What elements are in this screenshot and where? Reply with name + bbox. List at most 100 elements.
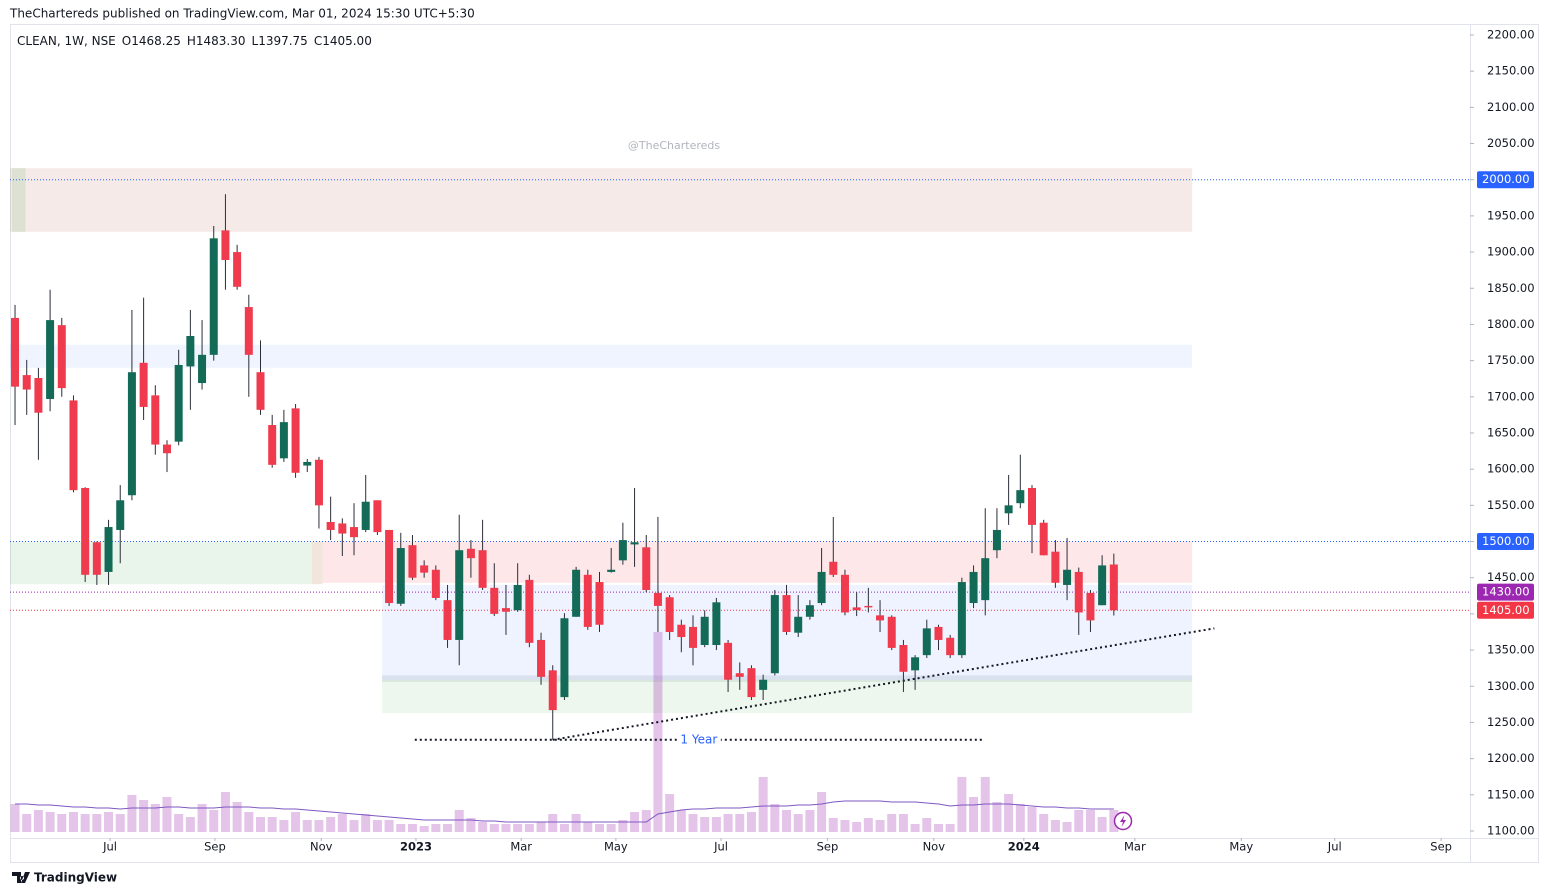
volume-bar xyxy=(443,824,453,832)
publish-note: TheChartereds published on TradingView.c… xyxy=(9,7,475,21)
price-label-box xyxy=(1477,583,1534,601)
symbol-header: CLEAN, 1W, NSE O1468.25 H1483.30 L1397.75 C1… xyxy=(17,34,372,48)
candle-body xyxy=(1039,522,1048,556)
candle-body xyxy=(642,547,651,591)
x-tick-label: Mar xyxy=(510,840,532,854)
footer-logo[interactable]: TradingView xyxy=(12,871,117,885)
candle-body xyxy=(840,574,849,613)
candle-body xyxy=(209,238,218,355)
volume-bar xyxy=(618,820,628,832)
candle-body xyxy=(794,616,803,633)
volume-bar xyxy=(583,822,593,832)
volume-bar xyxy=(933,824,943,832)
volume-bar xyxy=(863,818,873,832)
candle-body xyxy=(1086,592,1095,621)
candle-body xyxy=(548,670,557,711)
level-label-bg xyxy=(676,731,721,748)
volume-bar xyxy=(1062,822,1072,832)
candle-body xyxy=(1051,551,1060,583)
volume-bar xyxy=(454,810,464,832)
zones xyxy=(10,168,1193,714)
volume-bar xyxy=(431,824,441,832)
volume-bar xyxy=(45,812,55,832)
volume-bar xyxy=(33,810,43,832)
candle-body xyxy=(420,565,429,573)
candle-body xyxy=(525,579,534,643)
x-tick-label: Sep xyxy=(1430,840,1452,854)
volume-bar xyxy=(571,814,581,832)
candle-body xyxy=(256,372,265,410)
candle-body xyxy=(946,637,955,656)
volume-bar xyxy=(875,820,885,832)
volume-bar xyxy=(1085,810,1095,832)
volume-bar xyxy=(232,802,242,832)
candle-body xyxy=(443,600,452,640)
y-tick-label: 1150.00 xyxy=(1487,787,1535,801)
ohlc-value: 1468.25 xyxy=(131,34,181,48)
volume-bar xyxy=(793,814,803,832)
candle-body xyxy=(595,582,604,625)
volume-bar xyxy=(220,792,230,832)
y-tick-label: 1700.00 xyxy=(1487,389,1535,403)
trendline xyxy=(552,627,1215,741)
candle-body xyxy=(385,529,394,604)
candle-body xyxy=(759,679,768,690)
y-tick-label: 1950.00 xyxy=(1487,208,1535,222)
volume-bar xyxy=(68,812,78,832)
volume-ma-line xyxy=(15,800,1114,823)
candle-body xyxy=(560,618,569,698)
candle-body xyxy=(653,592,662,606)
candle-body xyxy=(934,626,943,640)
candle-body xyxy=(501,608,510,612)
candle-body xyxy=(396,548,405,604)
candle-body xyxy=(899,645,908,672)
volume-bar xyxy=(501,824,511,832)
volume-bar xyxy=(267,817,277,832)
volume-bar xyxy=(559,824,569,832)
volume-bar xyxy=(700,817,710,832)
candle-body xyxy=(747,668,756,698)
y-tick-label: 1900.00 xyxy=(1487,245,1535,259)
candle-body xyxy=(852,607,861,611)
candles xyxy=(11,194,1118,740)
price-label-box xyxy=(1477,601,1534,619)
price-label: 1405.00 xyxy=(1482,603,1530,617)
candle-body xyxy=(326,521,335,530)
volume-bar xyxy=(162,797,172,832)
candle-body xyxy=(34,377,43,413)
volume-bar xyxy=(372,820,382,832)
indicator-icon[interactable] xyxy=(1113,811,1133,831)
volume-bar xyxy=(758,777,768,832)
volume-bar xyxy=(594,824,604,832)
volume-bar xyxy=(770,804,780,832)
zone xyxy=(11,168,26,232)
y-tick-label: 2050.00 xyxy=(1487,136,1535,150)
ohlc-key: C xyxy=(314,34,322,48)
candle-body xyxy=(350,527,359,538)
volume-bar xyxy=(466,818,476,832)
volume-bar xyxy=(489,824,499,832)
candle-body xyxy=(700,616,709,646)
volume-bar xyxy=(887,814,897,832)
candle-body xyxy=(139,362,148,407)
volume-bar xyxy=(244,812,254,832)
candle-body xyxy=(466,548,475,559)
candle-body xyxy=(805,605,814,617)
candle-body xyxy=(957,582,966,656)
volume-bar xyxy=(92,814,102,832)
volume-bar xyxy=(606,824,616,832)
volume-bar xyxy=(197,804,207,832)
volume-bar xyxy=(524,824,534,832)
y-tick-label: 1600.00 xyxy=(1487,462,1535,476)
x-tick-label: May xyxy=(1229,840,1253,854)
volume-bar xyxy=(1050,820,1060,832)
chart-frame xyxy=(10,24,1539,863)
volume-bar xyxy=(361,814,371,832)
candle-body xyxy=(221,230,230,261)
volume-bar xyxy=(1015,804,1025,832)
volume-bar xyxy=(536,822,546,832)
volume-bar xyxy=(1097,817,1107,832)
candle-body xyxy=(677,624,686,638)
candle-body xyxy=(116,500,125,530)
